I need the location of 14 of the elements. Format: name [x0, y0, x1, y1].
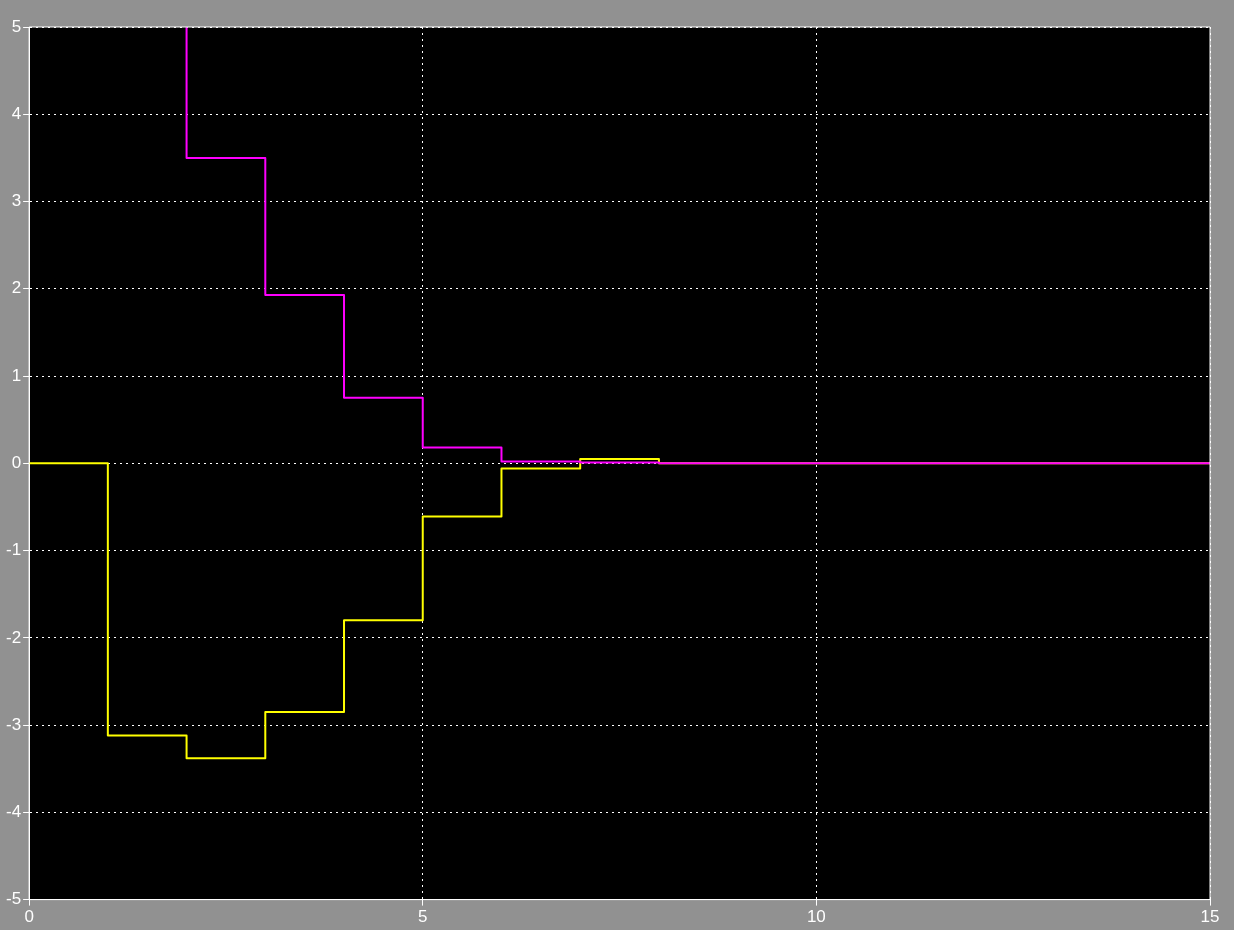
- y-tick-label: 1: [11, 365, 22, 385]
- y-tick-label: -4: [5, 802, 22, 822]
- y-tick-label: -2: [5, 627, 22, 647]
- y-tick-label: 0: [11, 452, 22, 472]
- x-tick-label: 10: [806, 907, 826, 927]
- x-tick-label: 15: [1200, 907, 1220, 927]
- y-tick-label: -1: [5, 540, 22, 560]
- y-tick-label: 2: [11, 278, 22, 298]
- y-tick-label: -5: [5, 889, 22, 909]
- y-tick-label: -3: [5, 714, 22, 734]
- y-tick-label: 4: [11, 103, 22, 123]
- y-tick-label: 3: [11, 191, 22, 211]
- y-tick-label: 5: [11, 16, 22, 36]
- x-tick-label: 5: [418, 907, 428, 927]
